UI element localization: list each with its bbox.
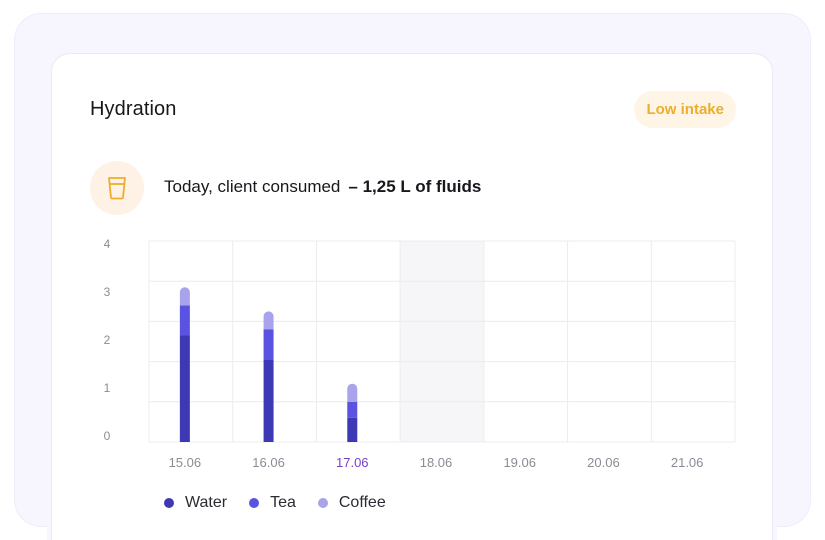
chart-legend: Water Tea Coffee [164,494,408,512]
bar-segment-coffee [263,311,274,330]
y-tick-label: 4 [104,237,111,251]
y-tick-label: 0 [104,429,111,443]
y-tick-label: 3 [104,285,111,299]
legend-label: Water [185,494,228,511]
legend-dot-icon [249,498,260,508]
legend-label: Coffee [338,494,386,511]
legend-dot-icon [317,498,328,508]
legend-label: Tea [270,494,296,511]
today-summary: Today, client consumed – 1,25 L of fluids [164,177,481,197]
low-intake-badge: Low intake [634,91,736,128]
legend-dot-icon [164,498,174,508]
y-tick-label: 1 [104,381,111,395]
summary-amount: – 1,25 L of fluids [348,177,482,196]
bar-segment-tea [179,305,190,336]
legend-item-tea: Tea [249,494,296,512]
x-tick-label: 20.06 [587,455,620,470]
glass-icon [108,177,126,200]
x-tick-label: 17.06 [336,455,369,470]
highlight-column [400,241,484,442]
bar-segment-water [179,335,190,442]
x-tick-label: 21.06 [671,455,704,470]
x-tick-label: 18.06 [420,455,453,470]
x-tick-label: 15.06 [169,455,202,470]
bar-segment-water [347,417,358,442]
summary-text: Today, client consumed [164,177,341,196]
bar-segment-tea [263,329,274,360]
bar-segment-water [263,359,274,442]
y-tick-label: 2 [104,333,111,347]
card-title: Hydration [90,98,177,120]
legend-item-water: Water [164,494,227,512]
legend-item-coffee: Coffee [317,494,386,512]
hydration-card: Hydration Low intake Today, client consu… [52,54,772,540]
hydration-chart: 0 1 2 3 4 15.06 16.06 17.06 18.06 19.06 20.06 21.06 [104,237,736,470]
x-tick-label: 16.06 [252,455,285,470]
glass-icon-circle [90,161,144,215]
bar-segment-coffee [347,383,358,402]
bar-segment-coffee [179,287,190,306]
bar-segment-tea [347,401,358,418]
x-tick-label: 19.06 [503,455,536,470]
